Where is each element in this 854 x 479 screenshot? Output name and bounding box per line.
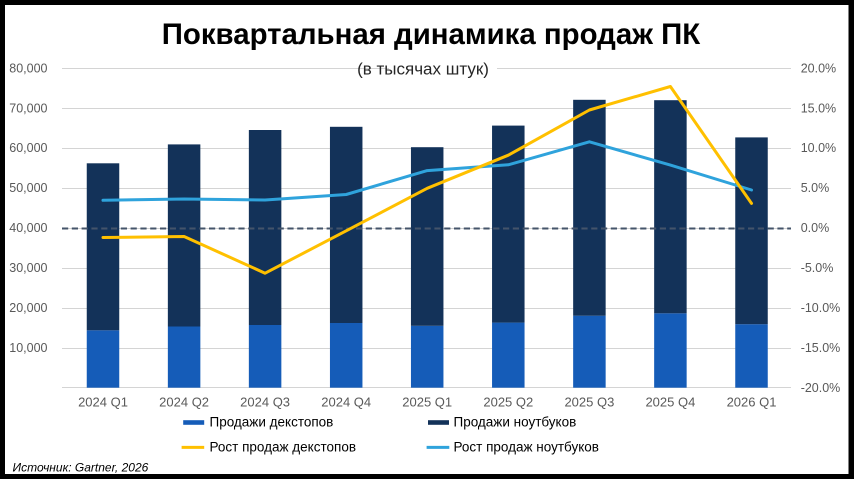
svg-text:-20.0%: -20.0% [801,381,841,395]
svg-text:2025 Q2: 2025 Q2 [483,394,533,409]
svg-text:-5.0%: -5.0% [801,261,834,275]
svg-text:50,000: 50,000 [9,181,47,195]
svg-text:2026 Q1: 2026 Q1 [727,394,777,409]
svg-text:80,000: 80,000 [9,61,47,75]
svg-text:Продажи декстопов: Продажи декстопов [210,415,334,430]
svg-text:Рост продаж декстопов: Рост продаж декстопов [210,439,357,454]
svg-text:Рост продаж ноутбуков: Рост продаж ноутбуков [454,439,599,454]
svg-text:Продажи ноутбуков: Продажи ноутбуков [454,415,577,430]
svg-text:20,000: 20,000 [9,301,47,315]
svg-text:60,000: 60,000 [9,141,47,155]
svg-text:2024 Q2: 2024 Q2 [159,394,209,409]
svg-text:Источник: Gartner, 2026: Источник: Gartner, 2026 [13,461,149,475]
svg-text:2025 Q3: 2025 Q3 [564,394,614,409]
svg-text:2024 Q4: 2024 Q4 [321,394,371,409]
svg-text:30,000: 30,000 [9,261,47,275]
svg-text:-10.0%: -10.0% [801,301,841,315]
svg-text:2025 Q4: 2025 Q4 [645,394,695,409]
svg-text:2025 Q1: 2025 Q1 [402,394,452,409]
svg-text:10,000: 10,000 [9,341,47,355]
svg-text:20.0%: 20.0% [801,61,836,75]
svg-text:70,000: 70,000 [9,101,47,115]
svg-text:10.0%: 10.0% [801,141,836,155]
svg-text:-15.0%: -15.0% [801,341,841,355]
svg-text:40,000: 40,000 [9,221,47,235]
svg-text:(в тысячах штук): (в тысячах штук) [357,60,489,79]
svg-text:15.0%: 15.0% [801,101,836,115]
svg-text:0.0%: 0.0% [801,221,830,235]
svg-text:Поквартальная динамика продаж: Поквартальная динамика продаж ПК [162,18,701,51]
svg-text:2024 Q1: 2024 Q1 [78,394,128,409]
svg-text:2024 Q3: 2024 Q3 [240,394,290,409]
svg-text:5.0%: 5.0% [801,181,830,195]
